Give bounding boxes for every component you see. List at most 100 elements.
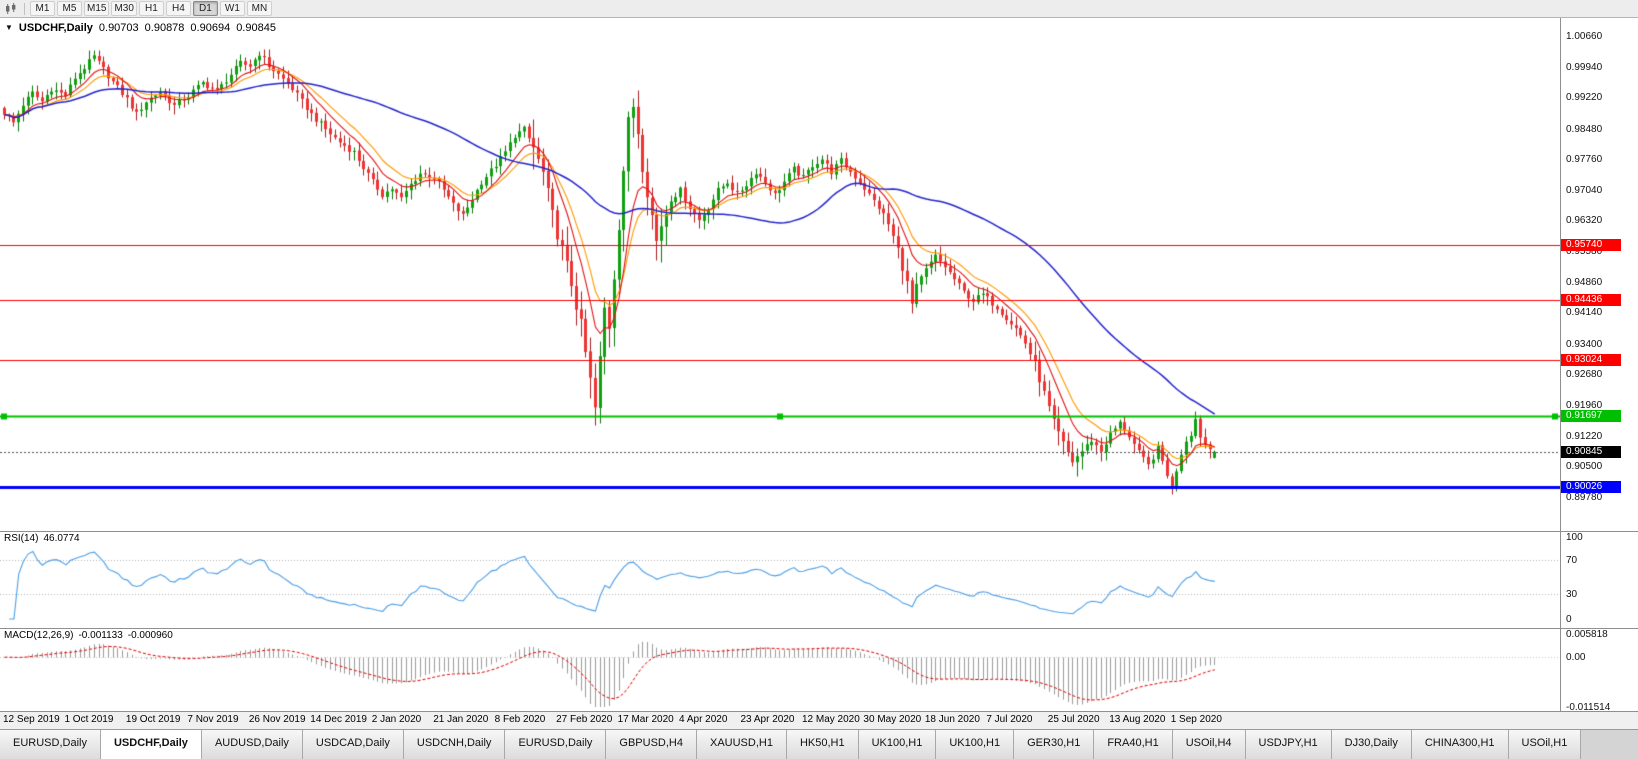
- rsi-label: RSI(14) 46.0774: [4, 533, 85, 544]
- ohlc-low-value: 0.90694: [190, 22, 231, 34]
- time-axis-label: 23 Apr 2020: [740, 714, 795, 725]
- timeframe-buttons: M1 M5 M15 M30 H1 H4 D1 W1 MN: [30, 1, 272, 16]
- rsi-canvas[interactable]: [0, 531, 1560, 628]
- price-chart-panel[interactable]: ▼ USDCHF,Daily 0.90703 0.90878 0.90694 0…: [0, 18, 1560, 531]
- chart-tab-gbpusd-h4[interactable]: GBPUSD,H4: [606, 730, 697, 759]
- timeframe-toolbar: M1 M5 M15 M30 H1 H4 D1 W1 MN: [0, 0, 1638, 18]
- price-axis-label: 0.97760: [1566, 154, 1603, 166]
- timeframe-button-m15[interactable]: M15: [84, 1, 110, 16]
- panel-separator: [0, 531, 1638, 532]
- chart-tab-usdcad-daily[interactable]: USDCAD,Daily: [302, 730, 404, 759]
- one-click-trading-icon[interactable]: ▼: [5, 23, 13, 32]
- ohlc-open-value: 0.90703: [98, 22, 139, 34]
- macd-axis-label: -0.011514: [1566, 702, 1611, 711]
- price-level-badge: 0.91697: [1561, 409, 1621, 422]
- macd-axis-label: 0.005818: [1566, 629, 1608, 640]
- chart-tabs-bar: EURUSD,Daily USDCHF,Daily AUDUSD,Daily USDC…: [0, 729, 1638, 759]
- macd-canvas[interactable]: [0, 628, 1560, 711]
- rsi-axis-label: 70: [1566, 555, 1578, 567]
- time-axis-label: 7 Nov 2019: [187, 714, 239, 725]
- price-axis-label: 0.89780: [1566, 491, 1603, 503]
- toolbar-separator: [24, 2, 25, 15]
- chart-tab-usoil-h4[interactable]: USOil,H4: [1172, 730, 1246, 759]
- current-price-badge: 0.90845: [1561, 445, 1621, 458]
- rsi-axis[interactable]: 100 70 30 0: [1561, 531, 1638, 628]
- timeframe-button-m30[interactable]: M30: [111, 1, 137, 16]
- timeframe-button-m1[interactable]: M1: [30, 1, 55, 16]
- chart-tab-usdchf-daily[interactable]: USDCHF,Daily: [100, 730, 202, 759]
- macd-label: MACD(12,26,9) -0.001133 -0.000960: [4, 630, 178, 641]
- rsi-axis-label: 30: [1566, 588, 1578, 600]
- chart-tab-eurusd-daily[interactable]: EURUSD,Daily: [505, 730, 607, 759]
- candlestick-chart-icon[interactable]: [3, 2, 19, 16]
- panel-separator: [0, 628, 1638, 629]
- macd-axis[interactable]: 0.005818 0.00 -0.011514: [1561, 628, 1638, 711]
- price-axis-label: 0.91220: [1566, 430, 1603, 442]
- time-axis-label: 13 Aug 2020: [1109, 714, 1166, 725]
- price-level-badge: 0.95740: [1561, 238, 1621, 251]
- price-axis-label: 0.97040: [1566, 184, 1603, 196]
- chart-tab-audusd-daily[interactable]: AUDUSD,Daily: [201, 730, 303, 759]
- price-chart-canvas[interactable]: [0, 18, 1560, 531]
- price-axis-label: 0.90500: [1566, 461, 1603, 473]
- chart-tab-dj30-daily[interactable]: DJ30,Daily: [1331, 730, 1412, 759]
- time-axis-label: 4 Apr 2020: [679, 714, 728, 725]
- price-axis[interactable]: 1.00660 0.99940 0.99220 0.98480 0.97760 0.970…: [1561, 18, 1638, 531]
- chart-tab-china300-h1[interactable]: CHINA300,H1: [1411, 730, 1509, 759]
- chart-tab-usoil-h1[interactable]: USOil,H1: [1508, 730, 1582, 759]
- chart-tab-uk100-h1[interactable]: UK100,H1: [858, 730, 937, 759]
- timeframe-button-h4[interactable]: H4: [165, 1, 191, 16]
- price-axis-label: 0.92680: [1566, 369, 1603, 381]
- time-axis-label: 19 Oct 2019: [125, 714, 181, 725]
- rsi-axis-label: 0: [1566, 614, 1572, 625]
- time-axis-label: 7 Jul 2020: [986, 714, 1033, 725]
- ohlc-close-value: 0.90845: [236, 22, 276, 34]
- chart-tab-fra40-h1[interactable]: FRA40,H1: [1094, 730, 1173, 759]
- chart-tab-eurusd-daily[interactable]: EURUSD,Daily: [0, 730, 101, 759]
- chart-tab-usdcnh-daily[interactable]: USDCNH,Daily: [403, 730, 506, 759]
- timeframe-button-w1[interactable]: W1: [219, 1, 245, 16]
- timeframe-button-d1[interactable]: D1: [192, 1, 218, 16]
- price-axis-label: 0.99940: [1566, 61, 1603, 73]
- macd-name-label: MACD(12,26,9): [4, 630, 74, 641]
- chart-tab-ger30-h1[interactable]: GER30,H1: [1014, 730, 1095, 759]
- rsi-axis-label: 100: [1566, 532, 1583, 543]
- chart-tab-hk50-h1[interactable]: HK50,H1: [786, 730, 859, 759]
- macd-indicator-panel[interactable]: MACD(12,26,9) -0.001133 -0.000960: [0, 628, 1560, 711]
- rsi-indicator-panel[interactable]: RSI(14) 46.0774: [0, 531, 1560, 628]
- macd-main-value-label: -0.001133: [78, 630, 123, 641]
- price-axis-label: 0.95580: [1566, 246, 1603, 258]
- axis-separator: [1560, 18, 1561, 711]
- time-axis-label: 12 May 2020: [801, 714, 860, 725]
- time-axis-label: 14 Dec 2019: [310, 714, 367, 725]
- rsi-name-label: RSI(14): [4, 533, 39, 544]
- time-axis-label: 27 Feb 2020: [556, 714, 613, 725]
- time-axis-label: 17 Mar 2020: [617, 714, 674, 725]
- time-axis-label: 2 Jan 2020: [371, 714, 422, 725]
- chart-ohlc-header: ▼ USDCHF,Daily 0.90703 0.90878 0.90694 0…: [5, 22, 276, 34]
- price-axis-label: 0.99220: [1566, 92, 1603, 104]
- time-axis-label: 12 Sep 2019: [3, 714, 60, 725]
- timeframe-button-m5[interactable]: M5: [57, 1, 82, 16]
- time-axis-label: 26 Nov 2019: [248, 714, 306, 725]
- price-level-badge: 0.93024: [1561, 353, 1621, 366]
- time-axis-label: 30 May 2020: [863, 714, 922, 725]
- chart-symbol-label: USDCHF,Daily: [18, 22, 93, 34]
- chart-tab-uk100-h1[interactable]: UK100,H1: [936, 730, 1015, 759]
- time-axis[interactable]: 12 Sep 2019 1 Oct 2019 19 Oct 2019 7 Nov 20…: [0, 711, 1638, 729]
- price-axis-label: 0.96320: [1566, 215, 1603, 227]
- time-axis-label: 1 Sep 2020: [1170, 714, 1222, 725]
- timeframe-button-h1[interactable]: H1: [138, 1, 164, 16]
- chart-tab-xauusd-h1[interactable]: XAUUSD,H1: [696, 730, 787, 759]
- time-axis-label: 8 Feb 2020: [494, 714, 546, 725]
- timeframe-button-mn[interactable]: MN: [246, 1, 272, 16]
- panel-separator: [0, 711, 1638, 712]
- time-axis-label: 21 Jan 2020: [433, 714, 489, 725]
- time-axis-label: 18 Jun 2020: [924, 714, 980, 725]
- rsi-value-label: 46.0774: [43, 533, 80, 544]
- ohlc-high-value: 0.90878: [144, 22, 185, 34]
- price-axis-label: 0.94860: [1566, 276, 1603, 288]
- price-axis-label: 0.93400: [1566, 338, 1603, 350]
- chart-tab-usdjpy-h1[interactable]: USDJPY,H1: [1245, 730, 1332, 759]
